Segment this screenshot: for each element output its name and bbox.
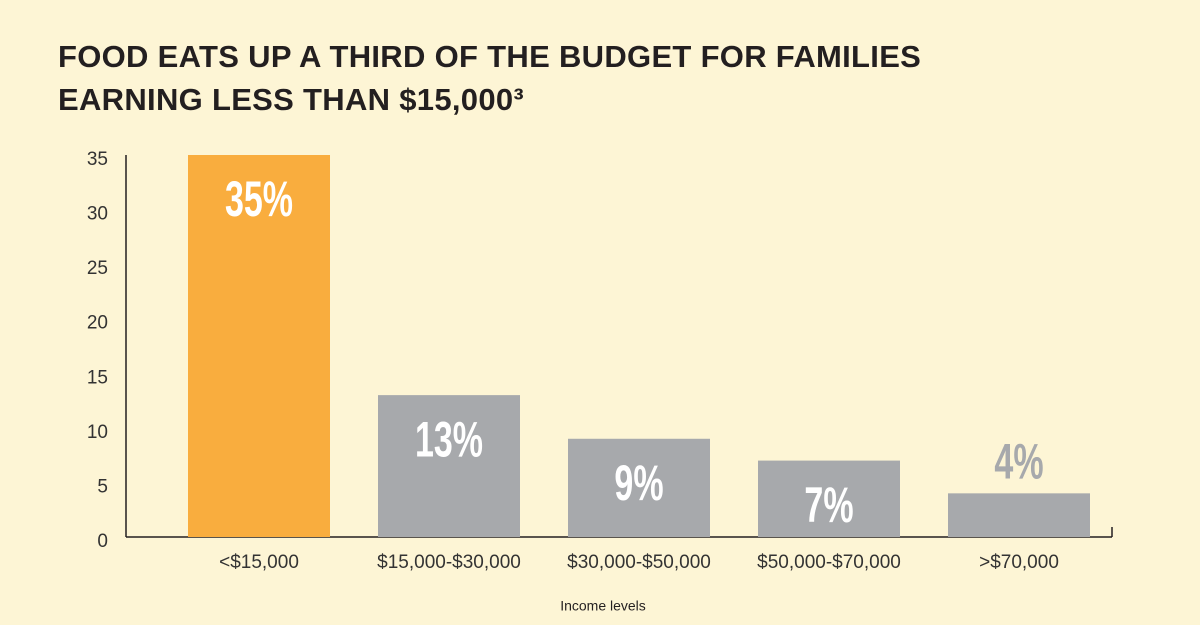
value-label: 9% xyxy=(614,456,663,512)
bar xyxy=(378,395,520,537)
bar xyxy=(568,438,710,537)
x-tick-label: >$70,000 xyxy=(979,552,1059,573)
y-tick-label: 30 xyxy=(87,204,108,225)
y-tick-label: 0 xyxy=(97,531,108,552)
y-tick-label: 25 xyxy=(87,258,108,279)
y-tick-label: 15 xyxy=(87,367,108,388)
chart-title: EARNING LESS THAN $15,000³ xyxy=(58,82,524,117)
x-tick-label: <$15,000 xyxy=(219,552,299,573)
x-tick-label: $50,000-$70,000 xyxy=(757,552,901,573)
y-tick-label: 5 xyxy=(97,476,108,497)
bar xyxy=(188,155,330,537)
x-tick-label: $15,000-$30,000 xyxy=(377,552,521,573)
value-label: 4% xyxy=(994,434,1043,490)
value-label: 13% xyxy=(415,412,483,468)
bar xyxy=(948,493,1090,537)
x-axis-title: Income levels xyxy=(560,598,646,614)
chart-title: FOOD EATS UP A THIRD OF THE BUDGET FOR F… xyxy=(58,39,921,74)
value-label: 35% xyxy=(225,172,293,228)
y-tick-label: 10 xyxy=(87,422,108,443)
y-tick-label: 35 xyxy=(87,149,108,170)
value-label: 7% xyxy=(804,477,853,533)
bar xyxy=(758,460,900,537)
y-tick-label: 20 xyxy=(87,313,108,334)
x-tick-label: $30,000-$50,000 xyxy=(567,552,711,573)
